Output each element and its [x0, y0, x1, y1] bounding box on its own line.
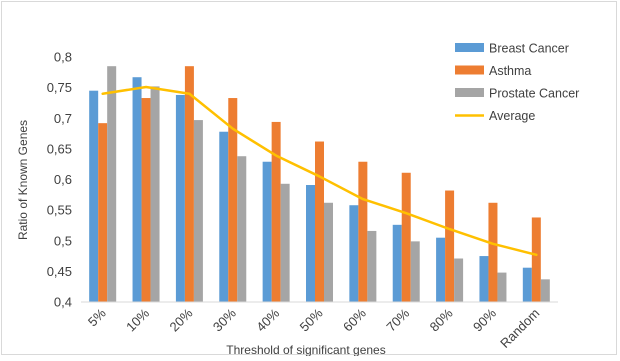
legend-label-average: Average	[489, 109, 535, 123]
x-tick-label: 40%	[253, 305, 282, 334]
bar-asthma	[228, 98, 238, 302]
y-tick-label: 0,6	[54, 172, 72, 187]
bar-asthma	[315, 141, 324, 302]
bar-asthma	[141, 98, 151, 302]
x-tick-label: 50%	[297, 305, 326, 334]
line-average	[101, 85, 538, 257]
bar-prostate-cancer	[280, 183, 290, 302]
y-axis-ticks: 0,4 0,45 0,5 0,55 0,6 0,65 0,7 0,75 0,8	[47, 50, 72, 310]
chart-svg: 0,4 0,45 0,5 0,55 0,6 0,65 0,7 0,75 0,8 5% 10% 20%…	[16, 42, 579, 358]
y-tick-label: 0,7	[54, 111, 72, 126]
bars	[89, 66, 550, 303]
bar-prostate-cancer	[150, 86, 160, 303]
legend-label-breast-cancer: Breast Cancer	[489, 42, 569, 56]
x-tick-label: 5%	[85, 305, 109, 329]
bar-prostate-cancer	[107, 66, 117, 302]
bar-breast-cancer	[522, 267, 532, 302]
legend-label-prostate-cancer: Prostate Cancer	[489, 87, 579, 101]
bar-prostate-cancer	[410, 241, 420, 302]
legend-swatch-asthma	[455, 65, 484, 75]
bar-asthma	[271, 121, 281, 302]
y-axis-title: Ratio of Known Genes	[16, 120, 30, 240]
y-tick-label: 0,4	[54, 295, 72, 310]
bar-breast-cancer	[349, 205, 359, 302]
x-tick-label: 10%	[123, 305, 152, 334]
x-tick-label: 90%	[470, 305, 499, 334]
x-tick-label: 30%	[210, 305, 239, 334]
bar-breast-cancer	[479, 256, 489, 302]
legend-swatch-prostate-cancer	[455, 88, 484, 97]
bar-prostate-cancer	[237, 156, 247, 302]
bar-asthma	[531, 217, 541, 302]
bar-prostate-cancer	[540, 279, 550, 302]
y-tick-label: 0,55	[47, 203, 72, 218]
bar-breast-cancer	[262, 161, 272, 302]
x-tick-label: 80%	[427, 305, 456, 334]
x-tick-label: 20%	[167, 305, 196, 334]
x-axis-title: Threshold of significant genes	[226, 343, 385, 356]
bar-breast-cancer	[306, 185, 315, 302]
bar-breast-cancer	[89, 90, 99, 302]
legend-label-asthma: Asthma	[489, 64, 531, 78]
bar-asthma	[488, 202, 498, 302]
bar-breast-cancer	[132, 77, 142, 303]
y-tick-label: 0,75	[47, 80, 72, 95]
bar-asthma	[98, 123, 108, 303]
average-line-series	[101, 85, 538, 257]
x-tick-label: Random	[497, 306, 542, 351]
bar-prostate-cancer	[324, 202, 333, 302]
bar-breast-cancer	[175, 94, 185, 302]
bar-prostate-cancer	[367, 230, 377, 302]
bar-prostate-cancer	[193, 120, 203, 303]
bar-asthma	[358, 161, 368, 302]
bar-asthma	[184, 66, 194, 302]
bar-breast-cancer	[436, 237, 446, 302]
bar-breast-cancer	[392, 224, 402, 302]
legend-swatch-breast-cancer	[455, 43, 484, 52]
y-tick-label: 0,45	[47, 264, 72, 279]
bar-asthma	[445, 190, 455, 302]
legend: Breast Cancer Asthma Prostate Cancer Averag…	[455, 42, 579, 123]
bar-asthma	[401, 172, 411, 302]
bar-breast-cancer	[219, 131, 229, 302]
x-tick-label: 70%	[383, 305, 412, 334]
bar-prostate-cancer	[497, 272, 507, 302]
y-tick-label: 0,8	[54, 50, 72, 65]
y-tick-label: 0,5	[54, 233, 72, 248]
bar-prostate-cancer	[454, 258, 464, 302]
x-tick-label: 60%	[340, 305, 369, 334]
y-tick-label: 0,65	[47, 141, 72, 156]
